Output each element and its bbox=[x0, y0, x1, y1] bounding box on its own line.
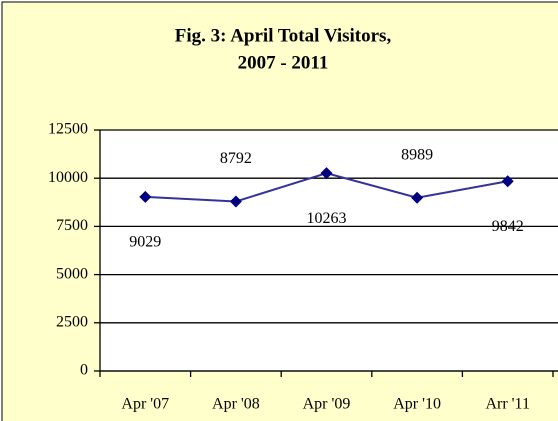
x-tick-label: Apr '07 bbox=[121, 396, 169, 413]
x-tick-label: Apr '10 bbox=[393, 396, 441, 413]
y-tick-label: 5000 bbox=[56, 265, 88, 282]
x-tick-label: Apr '08 bbox=[212, 396, 260, 413]
chart-title: 2007 - 2011 bbox=[238, 52, 329, 73]
y-tick-label: 12500 bbox=[48, 121, 88, 138]
data-point bbox=[411, 191, 424, 204]
plot-area bbox=[100, 130, 558, 372]
y-tick-label: 2500 bbox=[56, 313, 88, 330]
x-tick-label: Arr '11 bbox=[485, 396, 530, 413]
data-label: 9842 bbox=[492, 218, 524, 235]
data-label: 8989 bbox=[401, 146, 433, 163]
data-point bbox=[229, 195, 242, 208]
data-point bbox=[501, 175, 514, 188]
data-label: 8792 bbox=[220, 150, 252, 167]
data-point bbox=[139, 190, 152, 203]
chart-title: Fig. 3: April Total Visitors, bbox=[175, 25, 392, 46]
data-label: 9029 bbox=[129, 234, 161, 251]
data-point bbox=[320, 167, 333, 180]
data-label: 10263 bbox=[307, 210, 347, 227]
y-tick-label: 0 bbox=[80, 362, 88, 379]
y-tick-label: 10000 bbox=[48, 169, 88, 186]
x-tick-label: Apr '09 bbox=[303, 396, 351, 413]
y-tick-label: 7500 bbox=[56, 217, 88, 234]
